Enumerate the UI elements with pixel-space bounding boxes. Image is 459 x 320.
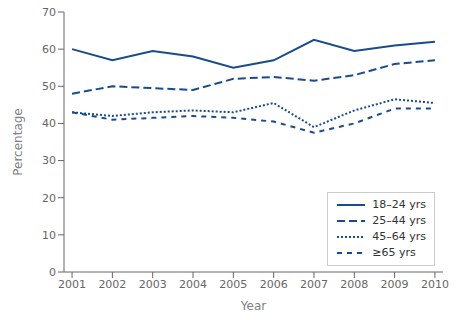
html-text:25–44 yrs: 25–44 yrs <box>372 214 426 227</box>
svg-text:70: 70 <box>42 6 56 19</box>
svg-text:2005: 2005 <box>219 278 247 291</box>
svg-text:60: 60 <box>42 43 56 56</box>
svg-text:2002: 2002 <box>98 278 126 291</box>
svg-text:2006: 2006 <box>260 278 288 291</box>
svg-text:10: 10 <box>42 229 56 242</box>
svg-text:2010: 2010 <box>421 278 449 291</box>
html-text:45–64 yrs: 45–64 yrs <box>372 230 426 243</box>
svg-text:2007: 2007 <box>300 278 328 291</box>
svg-text:2003: 2003 <box>139 278 167 291</box>
svg-text:2009: 2009 <box>381 278 409 291</box>
svg-text:30: 30 <box>42 154 56 167</box>
svg-text:2008: 2008 <box>340 278 368 291</box>
svg-text:Percentage: Percentage <box>11 108 25 176</box>
svg-text:2001: 2001 <box>58 278 86 291</box>
html-text:≥65 yrs: ≥65 yrs <box>372 246 416 259</box>
svg-text:50: 50 <box>42 80 56 93</box>
svg-text:20: 20 <box>42 192 56 205</box>
svg-text:40: 40 <box>42 117 56 130</box>
svg-text:Year: Year <box>240 299 266 313</box>
html-text:18–24 yrs: 18–24 yrs <box>372 198 426 211</box>
svg-text:0: 0 <box>49 266 56 279</box>
svg-text:2004: 2004 <box>179 278 207 291</box>
